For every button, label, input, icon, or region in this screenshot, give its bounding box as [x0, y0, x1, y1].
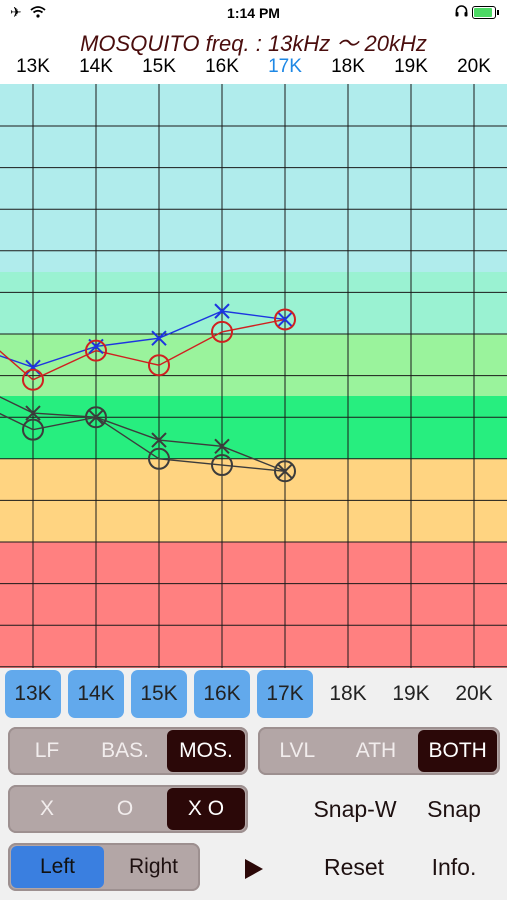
- blue-series-line: [0, 310, 286, 369]
- battery-nub: [497, 9, 499, 15]
- gray-x-mark: [214, 438, 230, 455]
- band-aqua: [0, 272, 507, 334]
- red-o-mark: [22, 368, 44, 391]
- freq-button-13k[interactable]: 13K: [5, 670, 61, 718]
- red-o-mark: [274, 308, 296, 331]
- band-cyan: [0, 84, 507, 272]
- headphones-icon: [455, 4, 468, 20]
- freq-header-16k: 16K: [205, 56, 239, 77]
- gray-x-mark: [25, 405, 41, 421]
- snap-w-button[interactable]: Snap-W: [313, 796, 397, 822]
- gray-o-mark: [22, 418, 44, 441]
- red-o-mark: [85, 339, 107, 362]
- gray-o-mark: [274, 460, 296, 483]
- status-right-icons: [455, 4, 499, 20]
- audiogram-svg[interactable]: [0, 84, 507, 668]
- battery-icon: [472, 5, 496, 19]
- ear-segmented-control[interactable]: Left Right: [8, 843, 200, 891]
- reset-button[interactable]: Reset: [323, 854, 385, 880]
- gray-x-series-line: [0, 396, 286, 472]
- freq-header-17k: 17K: [268, 56, 302, 77]
- gray-o-mark: [148, 447, 170, 470]
- blue-x-mark: [151, 330, 167, 346]
- play-button[interactable]: [228, 843, 278, 891]
- gray-x-mark: [277, 463, 293, 479]
- blue-x-mark: [214, 303, 230, 319]
- freq-button-20k[interactable]: 20K: [455, 682, 493, 705]
- wifi-icon: [30, 4, 46, 20]
- gray-x-mark: [88, 409, 104, 425]
- freq-header-13k: 13K: [16, 56, 50, 77]
- mode_seg-option-lf[interactable]: LF: [34, 739, 60, 762]
- play-icon: [245, 858, 263, 879]
- band-red: [0, 542, 507, 668]
- level_seg-option-lvl[interactable]: LVL: [279, 739, 316, 762]
- level-segmented-control[interactable]: LVL ATH BOTH: [258, 727, 500, 775]
- freq-header-14k: 14K: [79, 56, 113, 77]
- gray-x-mark: [151, 432, 167, 448]
- freq-button-16k[interactable]: 16K: [194, 670, 250, 718]
- airplane-icon: ✈: [10, 4, 24, 20]
- red-o-mark: [148, 354, 170, 377]
- freq-header-15k: 15K: [142, 56, 176, 77]
- gray-o-mark: [211, 454, 233, 477]
- freq-button-15k[interactable]: 15K: [131, 670, 187, 718]
- freq-button-17k[interactable]: 17K: [257, 670, 313, 718]
- freq-header-20k: 20K: [457, 56, 491, 77]
- ear_seg-option-left[interactable]: Left: [11, 846, 104, 888]
- freq-header-19k: 19K: [394, 56, 428, 77]
- status-time: 1:14 PM: [227, 5, 280, 21]
- band-lightgreen: [0, 334, 507, 396]
- freq-button-18k[interactable]: 18K: [329, 682, 367, 705]
- mode_seg-option-mos[interactable]: MOS.: [167, 730, 245, 772]
- audiogram-chart[interactable]: [0, 84, 507, 668]
- gray-o-mark: [85, 406, 107, 429]
- info-button[interactable]: Info.: [431, 854, 477, 880]
- mode_seg-option-bas[interactable]: BAS.: [101, 739, 149, 762]
- freq-button-14k[interactable]: 14K: [68, 670, 124, 718]
- mark_seg-option-o[interactable]: O: [116, 797, 134, 820]
- level_seg-option-both[interactable]: BOTH: [418, 730, 498, 772]
- blue-x-mark: [277, 311, 293, 328]
- page-title: MOSQUITO freq. : 13kHz 〜 20kHz: [80, 31, 427, 56]
- ear_seg-option-right[interactable]: Right: [128, 855, 179, 878]
- mark_seg-option-x-o[interactable]: X O: [167, 788, 245, 830]
- mark_seg-option-x[interactable]: X: [39, 797, 54, 820]
- red-o-mark: [211, 320, 233, 343]
- band-green: [0, 396, 507, 459]
- snap-button[interactable]: Snap: [427, 796, 481, 822]
- level_seg-option-ath[interactable]: ATH: [355, 739, 397, 762]
- freq-button-19k[interactable]: 19K: [392, 682, 430, 705]
- frequency-header: 13K 14K 15K 16K 17K 18K 19K 20K: [0, 56, 507, 84]
- freq-header-18k: 18K: [331, 56, 365, 77]
- status-bar: ✈ 1:14 PM: [0, 0, 507, 26]
- mode-segmented-control[interactable]: LF BAS. MOS.: [8, 727, 248, 775]
- status-left-icons: ✈: [10, 4, 46, 21]
